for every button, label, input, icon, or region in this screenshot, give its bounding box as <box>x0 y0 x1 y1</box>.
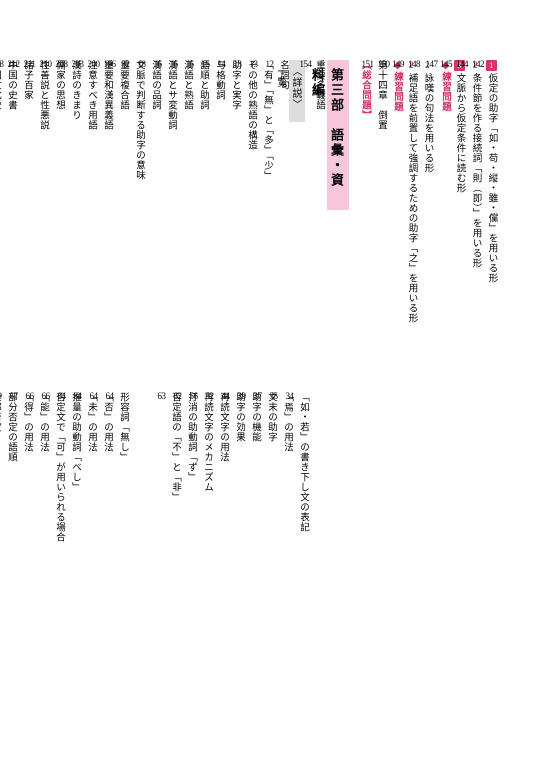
page-number: 37 <box>250 392 266 712</box>
page-number: 39 <box>234 392 250 712</box>
entry-text: 重要多義語 <box>314 60 324 720</box>
page-number: 208 <box>54 60 70 380</box>
toc-entry: 形容詞「無し」64 <box>111 392 127 712</box>
page-number: 151 <box>360 60 376 720</box>
page-number: 144 <box>454 60 470 720</box>
page-number: 154 <box>298 60 314 720</box>
page-number: 211 <box>22 60 38 380</box>
page-number: 148 <box>406 60 422 720</box>
entry-text: 名詞句 <box>278 60 288 380</box>
page-number: 18 <box>134 60 150 380</box>
page-number: 212 <box>6 60 22 380</box>
num-badge: 1 <box>486 60 497 71</box>
page-number: 35 <box>266 392 282 712</box>
page-number: 15 <box>182 60 198 380</box>
page-number: 16 <box>166 60 182 380</box>
page-number: 210 <box>38 60 54 380</box>
page-number: 12 <box>262 60 278 380</box>
toc-entry: 重要多義語154 <box>307 60 323 720</box>
page-number: 196 <box>102 60 118 380</box>
page-number: 62 <box>170 392 186 712</box>
part-header: 第三部 語彙・資料編 <box>327 60 349 210</box>
page-number: 52 <box>202 392 218 712</box>
page-number: 66 <box>22 392 38 712</box>
page-number: 56 <box>186 392 202 712</box>
page-number: 32 <box>118 60 134 380</box>
page-number: 34 <box>282 392 298 712</box>
entry-text: 1仮定の助字「如・苟・縦・雖・儻」を用いる形 <box>486 60 497 720</box>
page-number: 142 <box>470 60 486 720</box>
page-number: 64 <box>86 392 102 712</box>
page-number: 67 <box>6 392 22 712</box>
page-number: 13 <box>230 60 246 380</box>
page-number: 64 <box>102 392 118 712</box>
page-number: 63 <box>154 392 170 712</box>
toc-entry: 名詞句12 <box>271 60 287 380</box>
toc-entry: 1仮定の助字「如・苟・縦・雖・儻」を用いる形142 <box>481 60 497 720</box>
page-number: 13 <box>246 60 262 380</box>
page-number: 203 <box>70 60 86 380</box>
page-number: 200 <box>86 60 102 380</box>
page-number: 66 <box>38 392 54 712</box>
page-number: 14 <box>214 60 230 380</box>
page-number: 149 <box>390 60 406 720</box>
page-number: 64 <box>70 392 86 712</box>
page-number: 44 <box>218 392 234 712</box>
page-number: 16 <box>150 60 166 380</box>
page-number: 64 <box>54 392 70 712</box>
entry-text: 形容詞「無し」 <box>118 392 128 712</box>
page-number: 145 <box>438 60 454 720</box>
page-number: 15 <box>198 60 214 380</box>
